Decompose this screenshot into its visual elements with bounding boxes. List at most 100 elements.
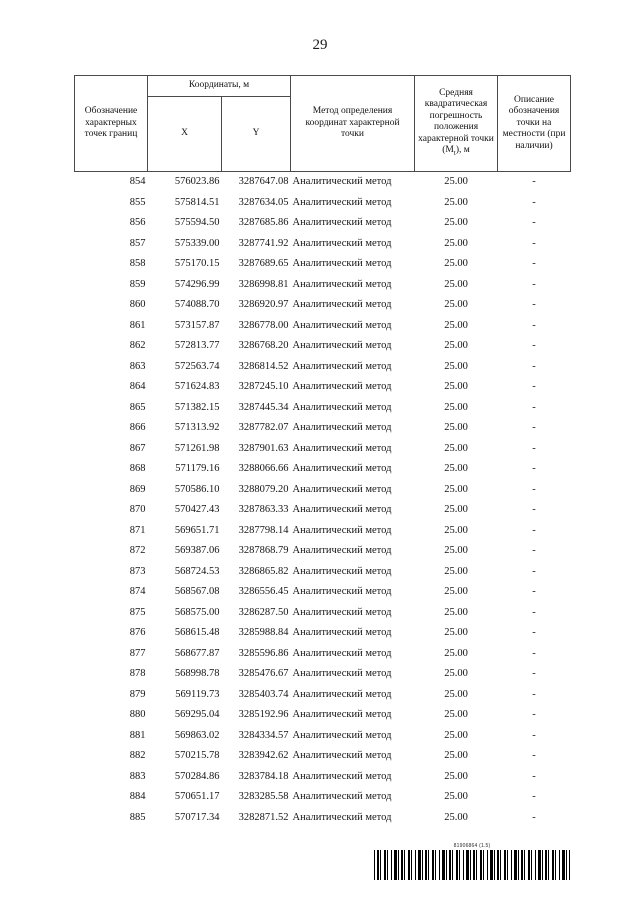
- cell-description: -: [532, 647, 536, 659]
- cell-point-id: 867: [129, 442, 146, 454]
- table-row: 867 571261.98 3287901.63 Аналитический мето…: [75, 439, 571, 460]
- cell-method: Аналитический метод: [292, 668, 392, 680]
- table-row: 861 573157.87 3286778.00 Аналитический мето…: [75, 316, 571, 337]
- cell-description: -: [532, 709, 536, 721]
- table-header: Обозначение характерных точек границ Коо…: [74, 75, 572, 172]
- cell-point-id: 860: [129, 299, 146, 311]
- table-row: 872 569387.06 3287868.79 Аналитический мето…: [75, 541, 571, 562]
- cell-description: -: [532, 258, 536, 270]
- cell-error: 25.00: [444, 565, 468, 577]
- cell-description: -: [532, 340, 536, 352]
- cell-error: 25.00: [444, 627, 468, 639]
- cell-error: 25.00: [444, 791, 468, 803]
- header-coordinates-group: Координаты, м: [146, 75, 292, 97]
- cell-description: -: [532, 176, 536, 188]
- cell-error: 25.00: [444, 299, 468, 311]
- cell-x: 571624.83: [174, 381, 220, 393]
- cell-y: 3287647.08: [238, 176, 289, 188]
- cell-method: Аналитический метод: [292, 586, 392, 598]
- cell-error: 25.00: [444, 442, 468, 454]
- cell-method: Аналитический метод: [292, 688, 392, 700]
- cell-y: 3283942.62: [238, 750, 289, 762]
- cell-method: Аналитический метод: [292, 504, 392, 516]
- table-row: 879 569119.73 3285403.74 Аналитический мето…: [75, 685, 571, 706]
- table-row: 865 571382.15 3287445.34 Аналитический мето…: [75, 398, 571, 419]
- cell-method: Аналитический метод: [292, 606, 392, 618]
- cell-y: 3287741.92: [238, 237, 289, 249]
- table-row: 884 570651.17 3283285.58 Аналитический мето…: [75, 787, 571, 808]
- cell-y: 3287634.05: [238, 196, 289, 208]
- cell-method: Аналитический метод: [292, 299, 392, 311]
- cell-x: 575814.51: [174, 196, 220, 208]
- cell-point-id: 857: [129, 237, 146, 249]
- cell-method: Аналитический метод: [292, 463, 392, 475]
- cell-method: Аналитический метод: [292, 709, 392, 721]
- cell-method: Аналитический метод: [292, 791, 392, 803]
- table-row: 864 571624.83 3287245.10 Аналитический мето…: [75, 377, 571, 398]
- cell-description: -: [532, 688, 536, 700]
- cell-y: 3284334.57: [238, 729, 289, 741]
- cell-point-id: 878: [129, 668, 146, 680]
- table-row: 883 570284.86 3283784.18 Аналитический мето…: [75, 767, 571, 788]
- cell-point-id: 874: [129, 586, 146, 598]
- cell-method: Аналитический метод: [292, 319, 392, 331]
- header-point-id: Обозначение характерных точек границ: [74, 75, 148, 172]
- cell-x: 574088.70: [174, 299, 220, 311]
- table-row: 876 568615.48 3285988.84 Аналитический мето…: [75, 623, 571, 644]
- cell-point-id: 873: [129, 565, 146, 577]
- cell-description: -: [532, 504, 536, 516]
- cell-error: 25.00: [444, 360, 468, 372]
- cell-x: 569119.73: [175, 688, 220, 700]
- cell-error: 25.00: [444, 647, 468, 659]
- cell-description: -: [532, 627, 536, 639]
- header-error-subscript: t: [453, 148, 456, 157]
- cell-x: 570284.86: [174, 770, 220, 782]
- coordinates-table: Обозначение характерных точек границ Коо…: [74, 75, 572, 829]
- cell-y: 3286768.20: [238, 340, 289, 352]
- cell-x: 568724.53: [174, 565, 220, 577]
- cell-point-id: 869: [129, 483, 146, 495]
- cell-point-id: 875: [129, 606, 146, 618]
- cell-point-id: 872: [129, 545, 146, 557]
- table-row: 873 568724.53 3286865.82 Аналитический мето…: [75, 562, 571, 583]
- cell-error: 25.00: [444, 729, 468, 741]
- cell-y: 3287868.79: [238, 545, 289, 557]
- cell-method: Аналитический метод: [292, 647, 392, 659]
- cell-error: 25.00: [444, 258, 468, 270]
- table-row: 857 575339.00 3287741.92 Аналитический мето…: [75, 234, 571, 255]
- page-number: 29: [312, 37, 328, 53]
- cell-method: Аналитический метод: [292, 422, 392, 434]
- cell-x: 573157.87: [174, 319, 220, 331]
- cell-error: 25.00: [444, 319, 468, 331]
- table-row: 855 575814.51 3287634.05 Аналитический мето…: [75, 193, 571, 214]
- cell-method: Аналитический метод: [292, 258, 392, 270]
- table-row: 871 569651.71 3287798.14 Аналитический мето…: [75, 521, 571, 542]
- header-error-suffix: ), м: [455, 145, 470, 156]
- cell-description: -: [532, 299, 536, 311]
- cell-point-id: 877: [129, 647, 146, 659]
- cell-x: 574296.99: [174, 278, 220, 290]
- cell-error: 25.00: [444, 196, 468, 208]
- table-row: 870 570427.43 3287863.33 Аналитический мето…: [75, 500, 571, 521]
- cell-error: 25.00: [444, 586, 468, 598]
- cell-x: 568567.08: [174, 586, 220, 598]
- table-body: 854 576023.86 3287647.08 Аналитический мето…: [75, 172, 571, 829]
- table-header-row-top: Обозначение характерных точек границ Коо…: [74, 75, 572, 172]
- cell-y: 3286814.52: [238, 360, 289, 372]
- cell-point-id: 884: [129, 791, 146, 803]
- cell-description: -: [532, 586, 536, 598]
- cell-point-id: 855: [129, 196, 146, 208]
- cell-x: 571261.98: [174, 442, 220, 454]
- cell-y: 3285988.84: [238, 627, 289, 639]
- cell-y: 3287245.10: [238, 381, 289, 393]
- cell-y: 3287689.65: [238, 258, 289, 270]
- cell-error: 25.00: [444, 524, 468, 536]
- table-row: 878 568998.78 3285476.67 Аналитический мето…: [75, 664, 571, 685]
- cell-method: Аналитический метод: [292, 811, 392, 823]
- cell-x: 571382.15: [174, 401, 220, 413]
- cell-x: 568615.48: [174, 627, 220, 639]
- header-method: Метод определения координат характерной …: [290, 75, 416, 172]
- cell-point-id: 883: [129, 770, 146, 782]
- cell-point-id: 881: [129, 729, 146, 741]
- cell-y: 3288066.66: [238, 463, 289, 475]
